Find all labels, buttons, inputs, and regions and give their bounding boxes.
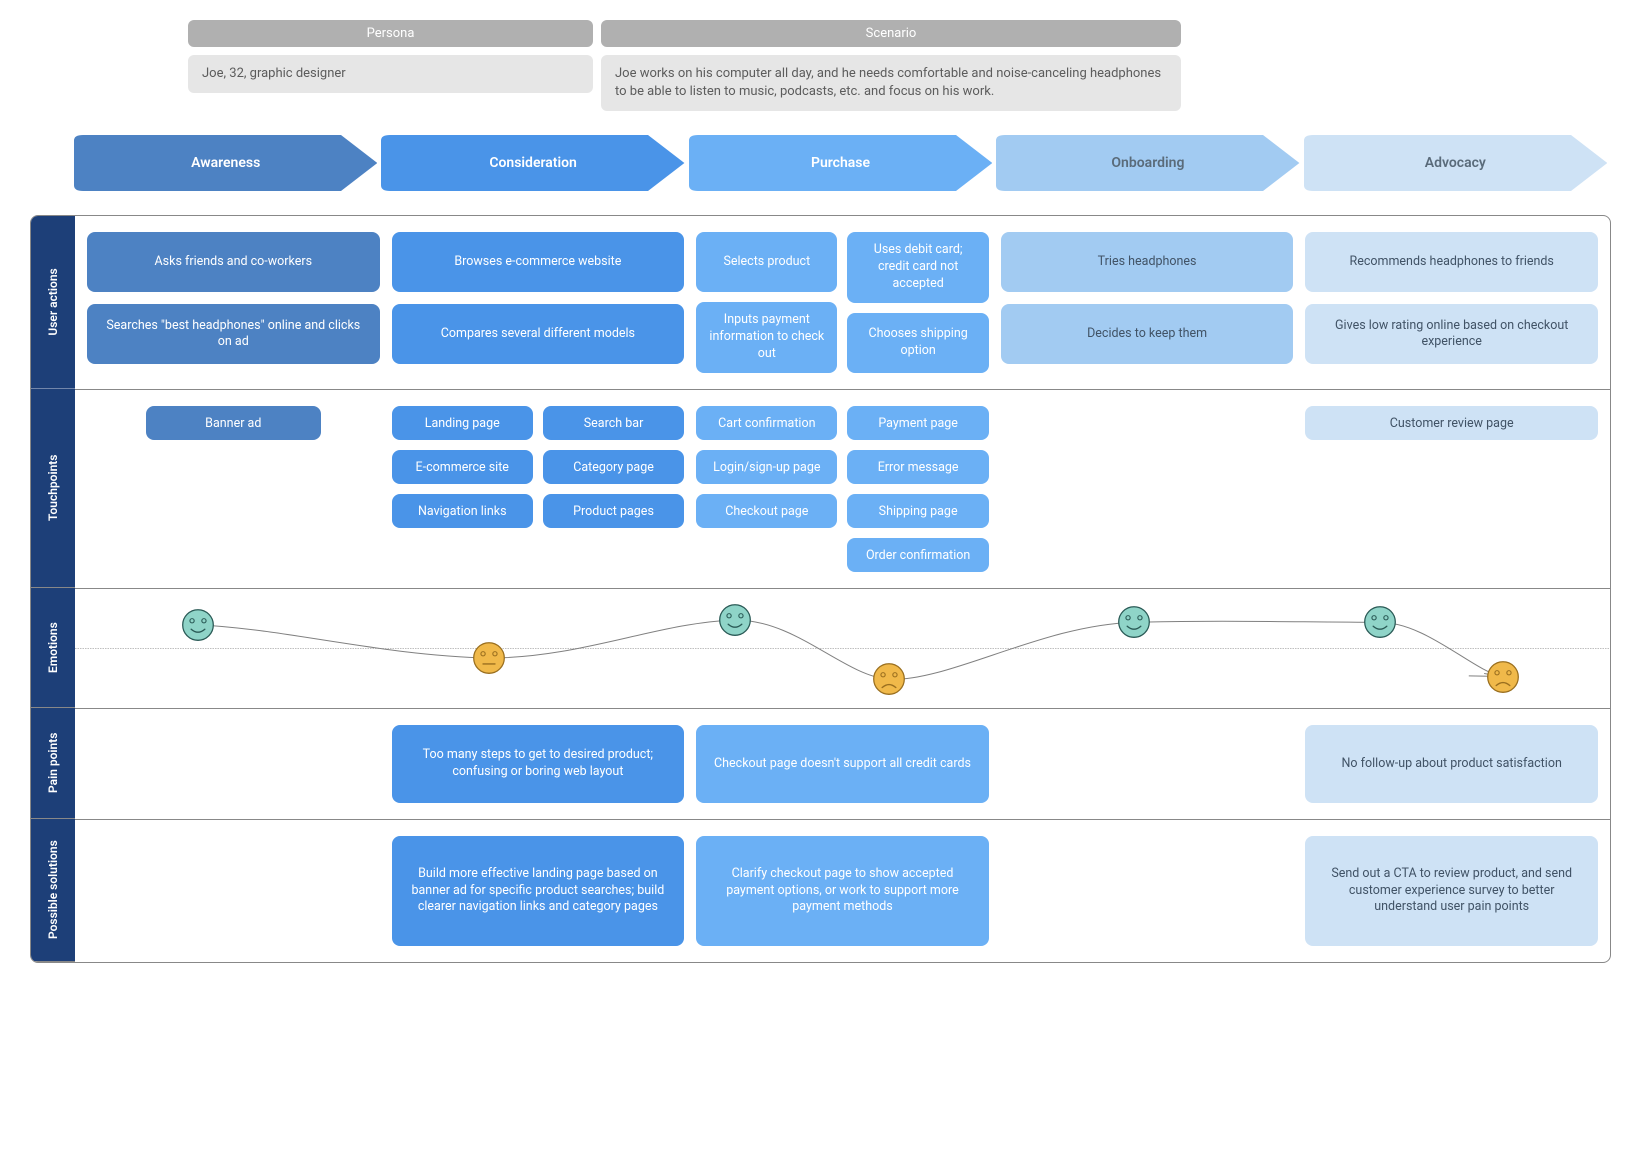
- row-label-pain-points: Pain points: [31, 708, 75, 819]
- pill: Category page: [543, 450, 684, 484]
- card: Checkout page doesn't support all credit…: [696, 725, 989, 803]
- pill: Customer review page: [1305, 406, 1598, 440]
- col: Too many steps to get to desired product…: [392, 725, 685, 803]
- row-body-possible-solutions: Build more effective landing page based …: [75, 819, 1610, 962]
- card: Inputs payment information to check out: [696, 302, 837, 373]
- pill: Search bar: [543, 406, 684, 440]
- col: Cart confirmation Login/sign-up page Check…: [696, 406, 989, 572]
- card: Build more effective landing page based …: [392, 836, 685, 946]
- card: Tries headphones: [1001, 232, 1294, 292]
- subcol: Payment page Error message Shipping page Or…: [847, 406, 988, 572]
- row-label-emotions: Emotions: [31, 588, 75, 708]
- col: Checkout page doesn't support all credit…: [696, 725, 989, 803]
- scenario-header: Scenario: [601, 20, 1181, 47]
- pill: Product pages: [543, 494, 684, 528]
- row-label-possible-solutions: Possible solutions: [31, 819, 75, 962]
- pill: E-commerce site: [392, 450, 533, 484]
- persona-text: Joe, 32, graphic designer: [188, 55, 593, 93]
- col: Customer review page: [1305, 406, 1598, 572]
- col: Recommends headphones to friends Gives lo…: [1305, 232, 1598, 373]
- stage-arrow-label: Consideration: [489, 155, 577, 171]
- pill: Cart confirmation: [696, 406, 837, 440]
- row-label-user-actions: User actions: [31, 216, 75, 389]
- emotion-face-sad: [1486, 660, 1520, 694]
- card: Chooses shipping option: [847, 313, 988, 373]
- stage-arrow-label: Onboarding: [1111, 155, 1184, 171]
- stages-row: Awareness Consideration Purchase Onboarding…: [74, 135, 1611, 191]
- stage-arrow-consideration: Consideration: [381, 135, 684, 191]
- col: Clarify checkout page to show accepted p…: [696, 836, 989, 946]
- subcol: Search bar Category page Product pages: [543, 406, 684, 528]
- journey-grid: User actions Asks friends and co-workers…: [30, 215, 1611, 963]
- row-body-user-actions: Asks friends and co-workers Searches "bes…: [75, 216, 1610, 389]
- persona-scenario-headers: Persona Scenario: [188, 20, 1611, 47]
- card: Decides to keep them: [1001, 304, 1294, 364]
- col: No follow-up about product satisfaction: [1305, 725, 1598, 803]
- card: Compares several different models: [392, 304, 685, 364]
- stage-arrow-advocacy: Advocacy: [1304, 135, 1607, 191]
- pill: Order confirmation: [847, 538, 988, 572]
- card: Uses debit card; credit card not accepte…: [847, 232, 988, 303]
- subcol: Cart confirmation Login/sign-up page Check…: [696, 406, 837, 528]
- pill: Banner ad: [146, 406, 322, 440]
- emotion-face-happy: [1363, 605, 1397, 639]
- card: Recommends headphones to friends: [1305, 232, 1598, 292]
- subcol: Selects product Inputs payment informatio…: [696, 232, 837, 373]
- stage-arrow-onboarding: Onboarding: [996, 135, 1299, 191]
- card: Asks friends and co-workers: [87, 232, 380, 292]
- card: Browses e-commerce website: [392, 232, 685, 292]
- card: Searches "best headphones" online and cl…: [87, 304, 380, 364]
- col: [1001, 836, 1294, 946]
- card: Send out a CTA to review product, and se…: [1305, 836, 1598, 946]
- card: Clarify checkout page to show accepted p…: [696, 836, 989, 946]
- card: No follow-up about product satisfaction: [1305, 725, 1598, 803]
- row-body-touchpoints: Banner ad Landing page E-commerce site Navi…: [75, 389, 1610, 588]
- persona-header: Persona: [188, 20, 593, 47]
- card: Too many steps to get to desired product…: [392, 725, 685, 803]
- emotion-face-sad: [872, 662, 906, 696]
- stage-arrow-label: Awareness: [191, 155, 260, 171]
- col: Send out a CTA to review product, and se…: [1305, 836, 1598, 946]
- col: Banner ad: [87, 406, 380, 572]
- stage-arrow-label: Advocacy: [1425, 155, 1486, 171]
- stage-arrow-awareness: Awareness: [74, 135, 377, 191]
- col: Tries headphones Decides to keep them: [1001, 232, 1294, 373]
- emotion-face-neutral: [472, 641, 506, 675]
- persona-scenario-content: Joe, 32, graphic designer Joe works on h…: [188, 55, 1611, 111]
- stage-arrow-purchase: Purchase: [689, 135, 992, 191]
- pill: Payment page: [847, 406, 988, 440]
- col: [1001, 725, 1294, 803]
- pill: Error message: [847, 450, 988, 484]
- col: Build more effective landing page based …: [392, 836, 685, 946]
- emotion-face-happy: [181, 608, 215, 642]
- card: Gives low rating online based on checkou…: [1305, 304, 1598, 364]
- row-label-touchpoints: Touchpoints: [31, 389, 75, 588]
- col: [1001, 406, 1294, 572]
- col: Landing page E-commerce site Navigation li…: [392, 406, 685, 572]
- pill: Navigation links: [392, 494, 533, 528]
- row-body-emotions: [75, 588, 1610, 708]
- emotion-face-happy: [1117, 605, 1151, 639]
- emotion-face-happy: [718, 603, 752, 637]
- pill: Login/sign-up page: [696, 450, 837, 484]
- row-body-pain-points: Too many steps to get to desired product…: [75, 708, 1610, 819]
- scenario-text: Joe works on his computer all day, and h…: [601, 55, 1181, 111]
- pill: Checkout page: [696, 494, 837, 528]
- col: [87, 725, 380, 803]
- pill: Landing page: [392, 406, 533, 440]
- col: Browses e-commerce website Compares sever…: [392, 232, 685, 373]
- stage-arrow-label: Purchase: [811, 155, 870, 171]
- subcol: Uses debit card; credit card not accepte…: [847, 232, 988, 373]
- pill: Shipping page: [847, 494, 988, 528]
- col: Asks friends and co-workers Searches "bes…: [87, 232, 380, 373]
- card: Selects product: [696, 232, 837, 292]
- col: Selects product Inputs payment informatio…: [696, 232, 989, 373]
- subcol: Landing page E-commerce site Navigation li…: [392, 406, 533, 528]
- col: [87, 836, 380, 946]
